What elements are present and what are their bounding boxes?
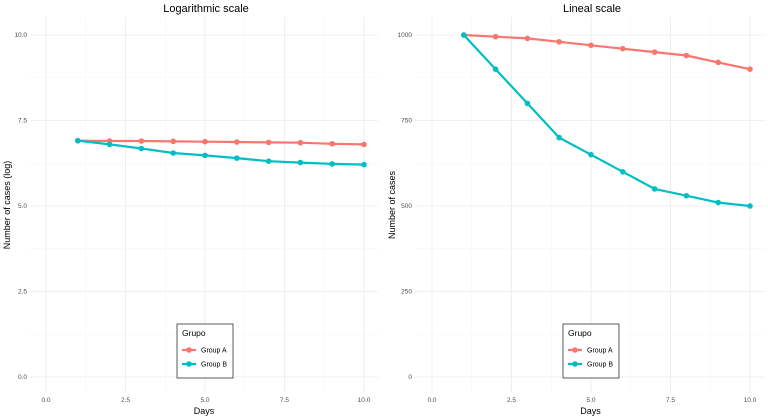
data-point-group-a (138, 138, 145, 144)
chart-panel-1: 0.0 2.5 5.0 7.5 10.0 0.0 2.5 5.0 7.5 10.0 Logarith… (2, 3, 378, 416)
legend: Grupo Group A Group B (562, 323, 620, 379)
data-point-group-b (361, 161, 367, 168)
legend-entry: Group B (201, 362, 227, 369)
chart-panel-2: 0.0 2.5 5.0 7.5 10.0 0 250 500 750 1000 Lineal sca… (387, 3, 766, 416)
legend-entry: Group B (587, 362, 613, 369)
data-point-group-b (297, 159, 304, 166)
data-point-group-b (683, 192, 690, 199)
data-point-group-b (588, 151, 594, 158)
data-point-group-b (715, 199, 721, 206)
y-tick-label: 0.0 (18, 374, 27, 381)
data-point-group-a (361, 141, 367, 148)
x-tick-label: 0.0 (41, 397, 50, 404)
legend-key-point (186, 361, 192, 367)
y-tick-label: 0 (408, 374, 412, 381)
series-line-group-b (462, 34, 751, 208)
y-tick-label: 250 (401, 289, 412, 296)
legend-entry: Group A (201, 348, 227, 355)
data-point-group-b (170, 150, 176, 156)
data-point-group-a (747, 66, 753, 72)
data-point-group-a (234, 139, 240, 145)
data-point-group-a (651, 49, 658, 55)
y-tick-label: 7.5 (18, 118, 27, 125)
y-tick-label: 500 (401, 203, 412, 210)
data-point-group-b (620, 169, 626, 175)
data-point-group-a (265, 139, 272, 146)
data-point-group-a (492, 33, 499, 40)
x-axis-label: Days (194, 406, 215, 416)
legend-entry: Group A (587, 348, 613, 355)
y-tick-label: 1000 (398, 32, 413, 39)
data-point-group-b (234, 155, 240, 161)
legend-key-point (572, 361, 578, 367)
x-tick-label: 0.0 (427, 397, 436, 404)
legend-key-point (186, 347, 192, 353)
legend-key-point (572, 347, 578, 353)
series-line-group-b (77, 139, 365, 166)
data-point-group-a (715, 59, 721, 66)
data-point-group-b (524, 100, 531, 107)
data-point-group-b (138, 145, 145, 152)
data-point-group-a (556, 39, 562, 45)
y-axis-label: Number of cases (387, 170, 397, 239)
data-point-group-b (329, 161, 336, 167)
series-line-group-a (77, 139, 365, 146)
legend: Grupo Group A Group B (176, 323, 234, 379)
x-tick-label: 7.5 (666, 397, 675, 404)
data-point-group-b (492, 66, 499, 72)
data-point-group-b (651, 186, 658, 192)
y-tick-label: 750 (401, 118, 412, 125)
data-point-group-b (461, 32, 467, 38)
x-tick-label: 5.0 (586, 397, 595, 404)
data-point-group-b (747, 203, 753, 209)
x-tick-label: 10.0 (744, 397, 757, 404)
legend-title: Grupo (182, 328, 206, 338)
x-tick-label: 10.0 (358, 397, 371, 404)
data-point-group-a (297, 139, 304, 146)
data-point-group-a (202, 138, 208, 145)
chart-title: Logarithmic scale (163, 3, 249, 15)
data-point-group-a (170, 138, 176, 145)
series-line-group-a (463, 33, 751, 71)
y-tick-label: 2.5 (18, 289, 27, 296)
x-tick-label: 7.5 (280, 397, 289, 404)
data-point-group-a (524, 35, 531, 42)
x-axis-label: Days (580, 406, 601, 416)
data-point-group-a (683, 52, 690, 59)
data-point-group-a (329, 140, 336, 147)
y-axis-label: Number of cases (log) (2, 161, 12, 250)
data-point-group-b (265, 158, 272, 164)
data-point-group-a (588, 42, 594, 49)
y-tick-label: 10.0 (14, 32, 27, 39)
x-tick-label: 5.0 (200, 397, 209, 404)
legend-title: Grupo (568, 328, 592, 338)
data-point-group-b (556, 134, 562, 141)
data-point-group-a (620, 45, 626, 52)
x-tick-label: 2.5 (121, 397, 130, 404)
data-point-group-b (106, 141, 113, 148)
chart-title: Lineal scale (563, 3, 621, 15)
x-tick-label: 2.5 (507, 397, 516, 404)
data-point-group-b (202, 152, 208, 159)
y-tick-label: 5.0 (18, 203, 27, 210)
data-point-group-b (75, 137, 81, 144)
